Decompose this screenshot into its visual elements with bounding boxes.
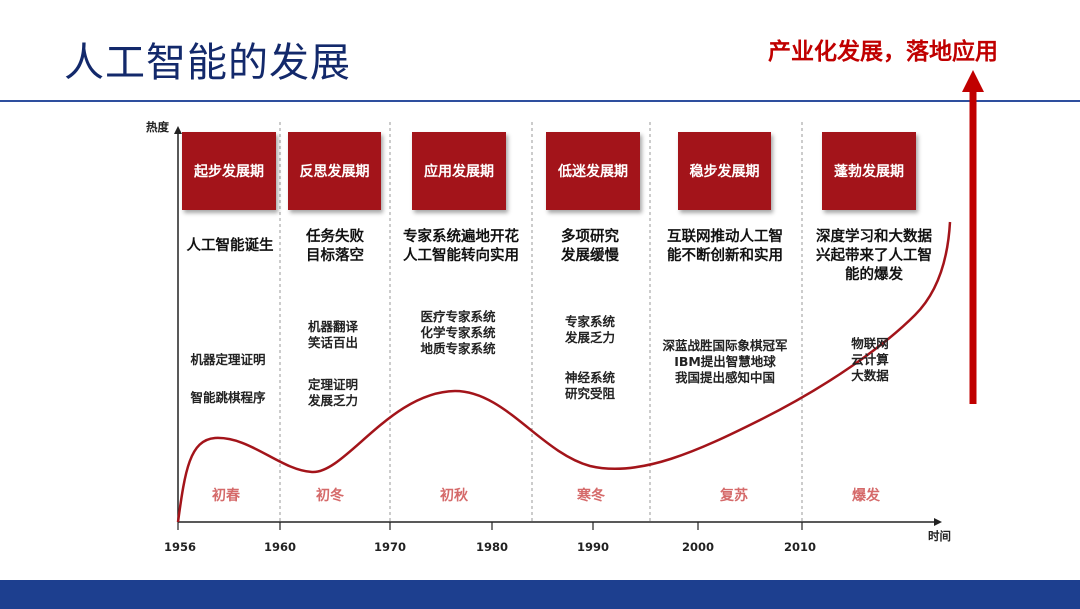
- note-line: 地质专家系统: [420, 341, 496, 356]
- note-line: 智能跳棋程序: [190, 390, 266, 405]
- summary-line: 目标落空: [306, 248, 364, 264]
- note-line: 神经系统: [564, 370, 615, 385]
- summary-line: 发展缓慢: [561, 248, 619, 264]
- season-early-spring: 初春: [212, 488, 240, 504]
- year-labels: 1956 1960 1970 1980 1990 2000 2010: [164, 540, 816, 554]
- phase-box-steady: 稳步发展期: [678, 132, 771, 210]
- note-line: 深蓝战胜国际象棋冠军: [662, 338, 788, 353]
- note-line: 化学专家系统: [420, 325, 496, 340]
- note-line: 笑话百出: [307, 335, 358, 350]
- note-line: 定理证明: [307, 377, 358, 392]
- note-line: 发展乏力: [564, 330, 615, 345]
- phase-summary-reflection: 任务失败 目标落空: [285, 228, 385, 266]
- year-label: 1970: [374, 540, 406, 554]
- note-line: 云计算: [851, 352, 889, 367]
- season-deep-winter: 寒冬: [577, 488, 605, 504]
- phase-summary-boom: 深度学习和大数据 兴起带来了人工智 能的爆发: [804, 228, 944, 285]
- summary-line: 人工智能转向实用: [403, 248, 519, 264]
- note-line: 我国提出感知中国: [674, 370, 775, 385]
- phase-notes-boom: 物联网 云计算 大数据: [822, 336, 918, 384]
- note-line: 物联网: [851, 336, 889, 351]
- year-label: 1990: [577, 540, 609, 554]
- summary-line: 深度学习和大数据: [816, 229, 932, 245]
- x-axis-ticks: [177, 522, 803, 530]
- season-boom: 爆发: [852, 488, 880, 504]
- title-divider: [0, 100, 1080, 102]
- summary-line: 能不断创新和实用: [667, 248, 783, 264]
- season-early-autumn: 初秋: [440, 488, 468, 504]
- x-axis-label: 时间: [928, 529, 951, 543]
- heat-curve: [176, 221, 952, 523]
- summary-line: 任务失败: [306, 229, 364, 245]
- summary-line: 能的爆发: [845, 267, 903, 283]
- summary-line: 互联网推动人工智: [667, 229, 783, 245]
- year-label: 2010: [784, 540, 816, 554]
- note-line: 医疗专家系统: [420, 309, 496, 324]
- phase-box-reflection: 反思发展期: [288, 132, 381, 210]
- phase-box-startup: 起步发展期: [182, 132, 276, 210]
- phase-summary-steady: 互联网推动人工智 能不断创新和实用: [654, 228, 796, 266]
- page-title: 人工智能的发展: [64, 40, 351, 86]
- note-line: 研究受阻: [564, 386, 615, 401]
- note-line: IBM提出智慧地球: [674, 354, 776, 369]
- phase-notes-reflection: 机器翻译 笑话百出 定理证明 发展乏力: [285, 319, 381, 409]
- summary-line: 多项研究: [561, 229, 619, 245]
- phase-notes-downturn: 专家系统 发展乏力 神经系统 研究受阻: [542, 314, 638, 402]
- season-recovery: 复苏: [720, 488, 748, 504]
- note-line: 机器定理证明: [190, 352, 266, 367]
- note-line: 大数据: [851, 368, 889, 383]
- footer-bar: [0, 580, 1080, 609]
- year-label: 2000: [682, 540, 714, 554]
- note-line: 机器翻译: [307, 319, 358, 334]
- phase-box-boom: 蓬勃发展期: [822, 132, 916, 210]
- year-label: 1956: [164, 540, 196, 554]
- phase-notes-steady: 深蓝战胜国际象棋冠军 IBM提出智慧地球 我国提出感知中国: [654, 338, 796, 386]
- summary-line: 专家系统遍地开花: [403, 229, 519, 245]
- phase-notes-startup: 机器定理证明 智能跳棋程序: [180, 352, 276, 406]
- industrialization-arrow-head: [962, 70, 984, 92]
- industrialization-headline: 产业化发展，落地应用: [768, 39, 998, 65]
- phase-box-downturn: 低迷发展期: [546, 132, 640, 210]
- phase-notes-application: 医疗专家系统 化学专家系统 地质专家系统: [410, 309, 506, 357]
- phase-summary-application: 专家系统遍地开花 人工智能转向实用: [392, 228, 530, 266]
- summary-line: 人工智能诞生: [186, 238, 274, 254]
- phase-summary-downturn: 多项研究 发展缓慢: [538, 228, 642, 266]
- y-axis-label: 热度: [146, 120, 169, 134]
- season-early-winter: 初冬: [316, 488, 344, 504]
- phase-box-application: 应用发展期: [412, 132, 506, 210]
- phase-separators: [279, 122, 803, 522]
- year-label: 1960: [264, 540, 296, 554]
- note-line: 发展乏力: [307, 393, 358, 408]
- year-label: 1980: [476, 540, 508, 554]
- summary-line: 兴起带来了人工智: [816, 248, 932, 264]
- note-line: 专家系统: [564, 314, 615, 329]
- phase-summary-startup: 人工智能诞生: [180, 237, 280, 256]
